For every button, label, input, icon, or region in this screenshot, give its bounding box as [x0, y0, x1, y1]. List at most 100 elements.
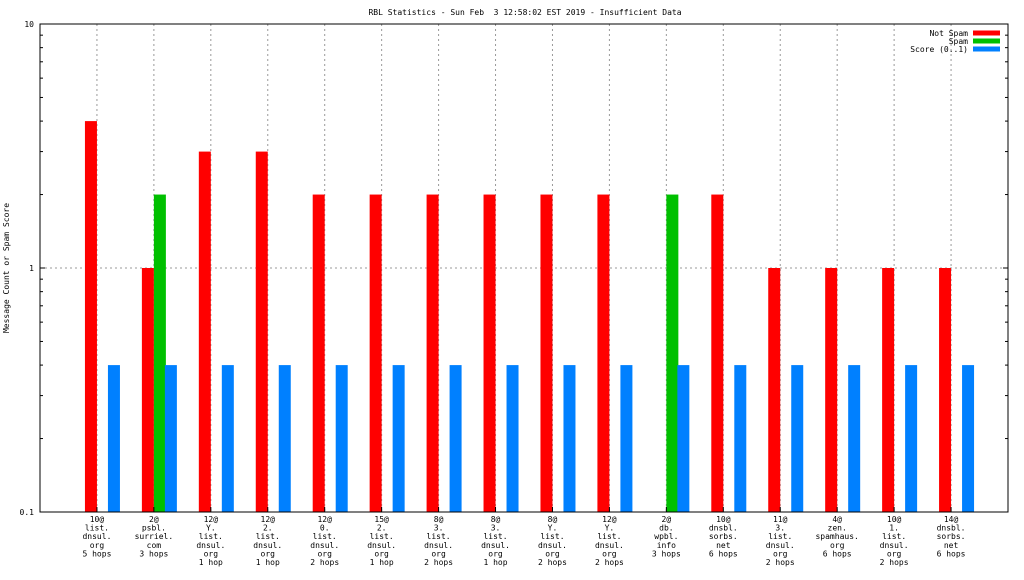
bar-not-spam: [483, 194, 496, 512]
x-tick-label-line: 2 hops: [766, 558, 795, 567]
x-tick-label-line: list.: [427, 532, 451, 541]
bar-not-spam: [198, 151, 211, 513]
x-tick-label-line: 12@: [204, 515, 219, 524]
x-tick-label-line: 10@: [90, 515, 105, 524]
x-tick-label-line: org: [773, 549, 788, 558]
x-tick-label-line: 1 hop: [483, 558, 507, 567]
x-tick-label-line: 3.: [775, 524, 785, 533]
x-tick-label: 10@ dnsbl. sorbs. net 6 hops: [709, 515, 738, 558]
x-tick-label-line: list.: [540, 532, 564, 541]
bar-not-spam: [141, 268, 154, 512]
bars-layer: [84, 121, 975, 513]
legend-swatch: [973, 46, 1000, 52]
bar-not-spam: [597, 194, 610, 512]
x-tick-label: 8@ Y. list. dnsul. org 2 hops: [538, 515, 567, 567]
x-tick-label-line: org: [204, 549, 219, 558]
x-tick-label-line: org: [602, 549, 617, 558]
bar-not-spam: [711, 194, 724, 512]
x-tick-label-line: psbl.: [142, 524, 166, 533]
x-tick-label: 8@ 3. list. dnsul. org 2 hops: [424, 515, 453, 567]
x-tick-label-line: 2 hops: [538, 558, 567, 567]
legend-label: Not Spam: [929, 29, 968, 38]
grid-layer: [40, 24, 1008, 512]
x-tick-label-line: sorbs.: [709, 532, 738, 541]
x-tick-label-line: 2.: [377, 524, 387, 533]
x-tick-label-line: org: [545, 549, 560, 558]
x-tick-label-line: 3 hops: [139, 549, 168, 558]
bar-score-0-1: [620, 365, 633, 512]
x-tick-label-line: wpbl.: [654, 532, 678, 541]
x-tick-label-line: 2 hops: [880, 558, 909, 567]
bar-score-0-1: [278, 365, 291, 512]
bar-score-0-1: [791, 365, 804, 512]
bar-not-spam: [825, 268, 838, 512]
y-tick-label: 1: [29, 264, 34, 273]
x-tick-label-line: list.: [313, 532, 337, 541]
x-tick-label: 10@ 1. list. dnsul. org 2 hops: [880, 515, 909, 567]
bar-score-0-1: [107, 365, 120, 512]
bar-score-0-1: [848, 365, 861, 512]
bar-not-spam: [939, 268, 952, 512]
x-tick-label-line: list.: [768, 532, 792, 541]
x-tick-label: 14@ dnsbl. sorbs. net 6 hops: [937, 515, 966, 558]
x-tick-label-line: dnsbl.: [937, 524, 966, 533]
x-tick-label-line: 0.: [320, 524, 330, 533]
x-tick-label-line: dnsul.: [880, 541, 909, 550]
x-tick-label-line: list.: [597, 532, 621, 541]
bar-not-spam: [255, 151, 268, 513]
y-tick-label: 0.1: [20, 508, 35, 517]
bar-score-0-1: [563, 365, 576, 512]
x-tick-label-line: surriel.: [135, 532, 174, 541]
x-tick-label-line: db.: [659, 524, 673, 533]
bar-score-0-1: [677, 365, 690, 512]
x-tick-label: 4@ zen. spamhaus. org 6 hops: [815, 515, 858, 558]
x-tick-label-line: 15@: [374, 515, 389, 524]
x-tick-label-line: dnsbl.: [709, 524, 738, 533]
x-tick-label-line: org: [261, 549, 276, 558]
x-tick-label-line: 1.: [889, 524, 899, 533]
x-tick-label-line: org: [90, 541, 105, 550]
x-tick-label: 2@ psbl. surriel. com 3 hops: [135, 515, 174, 558]
y-tick-label: 10: [24, 20, 34, 29]
x-tick-label-line: com: [147, 541, 162, 550]
bar-not-spam: [84, 121, 97, 513]
x-tick-label-line: 1 hop: [256, 558, 280, 567]
x-tick-label: 12@ 2. list. dnsul. org 1 hop: [253, 515, 282, 567]
legend-label: Score (0..1): [910, 45, 968, 54]
legend-swatch: [973, 30, 1000, 36]
legend-label: Spam: [949, 37, 968, 46]
x-tick-label-line: 6 hops: [823, 549, 852, 558]
x-tick-label-line: net: [716, 541, 731, 550]
x-tick-label-line: Y.: [605, 524, 615, 533]
bar-spam: [153, 194, 166, 512]
x-tick-label-line: 10@: [887, 515, 902, 524]
x-tick-label-line: list.: [85, 524, 109, 533]
x-tick-label-line: dnsul.: [367, 541, 396, 550]
x-tick-label-line: info: [657, 541, 676, 550]
bar-score-0-1: [221, 365, 234, 512]
x-tick-label-line: 12@: [261, 515, 276, 524]
x-tick-label-line: zen.: [828, 524, 847, 533]
x-tick-label: 12@ Y. list. dnsul. org 2 hops: [595, 515, 624, 567]
x-tick-label-line: Y.: [548, 524, 558, 533]
x-tick-label-line: 2@: [149, 515, 159, 524]
x-tick-label-line: org: [488, 549, 503, 558]
x-tick-label-line: dnsul.: [253, 541, 282, 550]
x-tick-label-line: spamhaus.: [815, 532, 858, 541]
bar-score-0-1: [335, 365, 348, 512]
x-tick-label-line: org: [374, 549, 389, 558]
x-tick-label-line: 14@: [944, 515, 959, 524]
bar-score-0-1: [905, 365, 918, 512]
chart-title: RBL Statistics - Sun Feb 3 12:58:02 EST …: [368, 8, 681, 17]
bar-spam: [666, 194, 679, 512]
bar-score-0-1: [506, 365, 519, 512]
x-tick-label-line: 1 hop: [199, 558, 223, 567]
x-tick-label: 12@ 0. list. dnsul. org 2 hops: [310, 515, 339, 567]
x-tick-label-line: 11@: [773, 515, 788, 524]
x-tick-label-line: 10@: [716, 515, 731, 524]
x-tick-label-line: sorbs.: [937, 532, 966, 541]
x-tick-label-line: 3 hops: [652, 549, 681, 558]
